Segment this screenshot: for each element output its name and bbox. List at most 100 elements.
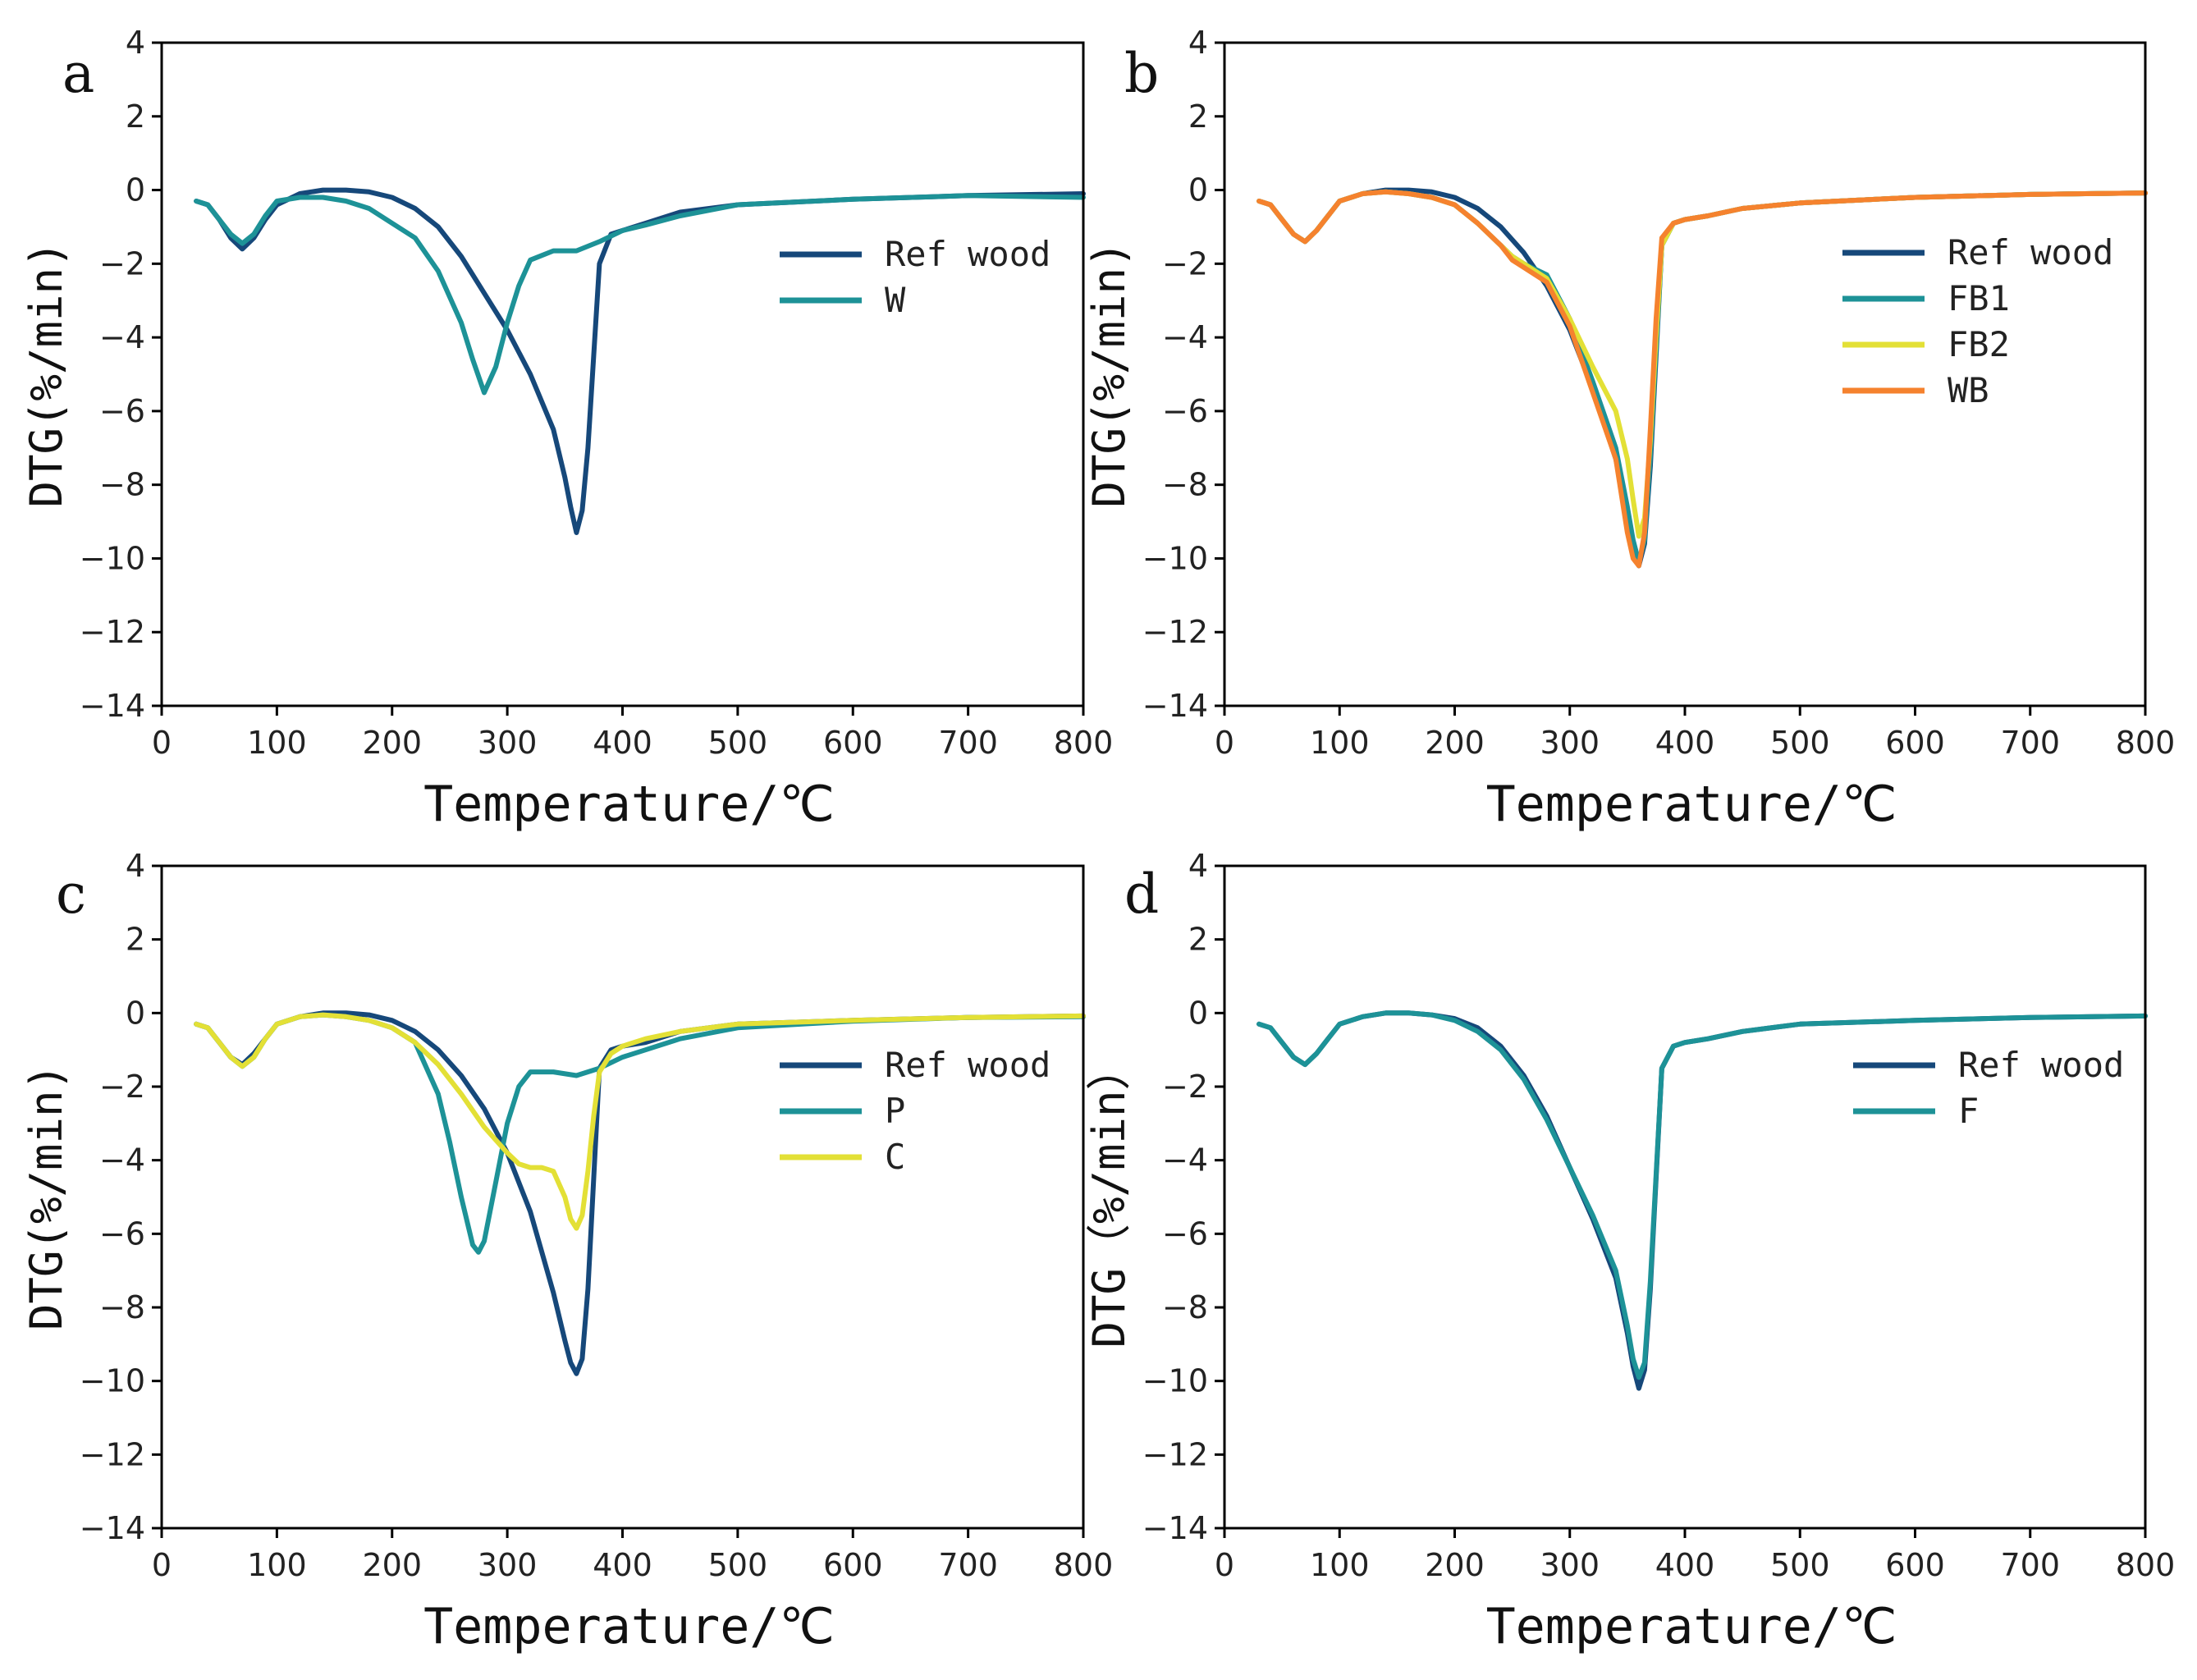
panel-b-plot-frame (1223, 41, 2147, 707)
panel-a: a 0 100 200 300 400 500 600 700 800 −14 −12 −10 −8 −6… (21, 25, 1113, 833)
panel-b-x-tick-label: 400 (1655, 725, 1715, 761)
panel-c-y-tick-label: 4 (126, 848, 145, 884)
panel-d-x-tick-label: 200 (1425, 1547, 1485, 1583)
panel-d-series-f (1256, 1010, 2148, 1380)
panel-b-legend-label: Ref wood (1948, 232, 2113, 272)
panel-b-legend-label: WB (1948, 370, 1989, 410)
panel-c-x-tick-label: 200 (362, 1547, 422, 1583)
panel-b: b 0 100 200 300 400 500 600 700 800 −14 −12 −10 −8 −6… (1083, 25, 2175, 833)
panel-c-y-tick-label: 0 (126, 995, 145, 1031)
panel-c-legend-label: Ref wood (885, 1045, 1050, 1085)
panel-b-plot: 0 100 200 300 400 500 600 700 800 −14 −12 −10 −8 −6 −4… (1083, 25, 2175, 833)
panel-a-letter: a (62, 42, 94, 105)
panel-b-y-tick-label: −8 (1162, 467, 1208, 503)
panel-a-legend-label: W (885, 280, 906, 320)
panel-b-y-tick-label: −12 (1142, 614, 1208, 650)
panel-c-x-tick-label: 300 (478, 1547, 538, 1583)
panel-c-y-tick-label: −2 (99, 1069, 145, 1105)
panel-a-y-tick-label: −14 (80, 688, 145, 724)
panel-b-y-tick-label: 2 (1188, 98, 1208, 135)
panel-a-x-axis-title: Temperature/℃ (423, 776, 835, 833)
panel-c-y-tick-label: 2 (126, 922, 145, 958)
panel-c-y-tick-label: −12 (80, 1436, 145, 1472)
panel-c-plot-frame (160, 864, 1085, 1530)
panel-b-y-axis-title: DTG(%/min) (1083, 240, 1135, 507)
panel-d-y-tick-label: 0 (1188, 995, 1208, 1031)
panel-a-plot-frame (160, 41, 1085, 707)
panel-c-y-tick-label: −6 (99, 1215, 145, 1252)
panel-d: d 0 100 200 300 400 500 600 700 800 −14 −12 −10 −8 −6… (1083, 848, 2175, 1655)
panel-c-x-tick-label: 500 (708, 1547, 768, 1583)
panel-d-x-tick-label: 400 (1655, 1547, 1715, 1583)
panel-d-x-tick-label: 300 (1540, 1547, 1600, 1583)
panel-a-legend: Ref wood W (780, 234, 1050, 320)
panel-a-x-tick-label: 700 (938, 725, 998, 761)
panel-d-y-tick-label: −14 (1142, 1510, 1208, 1546)
panel-d-letter: d (1124, 863, 1159, 926)
panel-d-x-tick-label: 700 (2000, 1547, 2060, 1583)
panel-a-y-tick-label: −4 (99, 319, 145, 355)
panel-a-x-tick-label: 300 (478, 725, 538, 761)
panel-d-x-tick-label: 0 (1215, 1547, 1234, 1583)
panel-a-y-tick-label: 0 (126, 172, 145, 208)
panel-b-x-tick-label: 800 (2116, 725, 2176, 761)
panel-b-y-tick-label: −14 (1142, 688, 1208, 724)
panel-c-y-tick-label: −14 (80, 1510, 145, 1546)
panel-c-x-tick-label: 700 (938, 1547, 998, 1583)
panel-d-y-tick-label: −10 (1142, 1363, 1208, 1399)
panel-c-y-tick-label: −8 (99, 1289, 145, 1325)
panel-a-x-tick-label: 500 (708, 725, 768, 761)
panel-b-legend-label: FB2 (1948, 324, 2010, 364)
panel-c-legend-label: C (885, 1137, 905, 1177)
panel-d-y-tick-label: −2 (1162, 1069, 1208, 1105)
panel-a-plot: 0 100 200 300 400 500 600 700 800 −14 −12 −10 −8 −6 −4… (21, 25, 1113, 833)
panel-c-legend-label: P (885, 1091, 905, 1131)
panel-d-y-tick-label: −4 (1162, 1142, 1208, 1179)
panel-a-x-tick-label: 400 (593, 725, 652, 761)
panel-c-y-tick-label: −4 (99, 1142, 145, 1179)
panel-a-series-w (194, 193, 1086, 396)
panel-a-x-tick-label: 200 (362, 725, 422, 761)
panel-a-y-tick-label: −12 (80, 614, 145, 650)
panel-a-x-tick-label: 0 (152, 725, 172, 761)
panel-b-y-tick-label: −10 (1142, 540, 1208, 576)
panel-b-y-tick-label: −2 (1162, 245, 1208, 282)
panel-d-x-tick-label: 800 (2116, 1547, 2176, 1583)
panel-b-x-axis-title: Temperature/℃ (1486, 776, 1897, 833)
panel-c-x-tick-label: 0 (152, 1547, 172, 1583)
panel-c-y-axis-title: DTG(%/min) (21, 1064, 72, 1330)
panel-a-y-tick-label: −2 (99, 245, 145, 282)
panel-d-legend: Ref wood F (1853, 1045, 2124, 1131)
panel-d-y-tick-label: 4 (1188, 848, 1208, 884)
panel-d-plot: 0 100 200 300 400 500 600 700 800 −14 −12 −10 −8 −6 −4… (1083, 848, 2175, 1655)
panel-d-y-tick-label: −8 (1162, 1289, 1208, 1325)
panel-c-plot: 0 100 200 300 400 500 600 700 800 −14 −12 −10 −8 −6 −4… (21, 848, 1113, 1655)
panel-c-x-axis-title: Temperature/℃ (423, 1598, 835, 1655)
panel-b-y-tick-label: 0 (1188, 172, 1208, 208)
panel-a-x-tick-label: 800 (1054, 725, 1114, 761)
panel-a-x-tick-label: 100 (247, 725, 307, 761)
panel-d-x-axis-title: Temperature/℃ (1486, 1598, 1897, 1655)
panel-d-x-tick-label: 500 (1770, 1547, 1830, 1583)
panel-c-series-c (194, 1012, 1086, 1231)
panel-d-y-tick-label: −12 (1142, 1436, 1208, 1472)
panel-c-x-tick-label: 400 (593, 1547, 652, 1583)
panel-c-y-tick-label: −10 (80, 1363, 145, 1399)
panel-b-x-tick-label: 200 (1425, 725, 1485, 761)
panel-b-legend: Ref wood FB1 FB2 WB (1842, 232, 2113, 410)
panel-c-x-tick-label: 100 (247, 1547, 307, 1583)
panel-d-legend-label: F (1958, 1091, 1979, 1131)
panel-a-y-tick-label: −8 (99, 467, 145, 503)
panel-c-letter: c (56, 863, 86, 926)
panel-d-x-tick-label: 100 (1310, 1547, 1370, 1583)
panel-a-y-axis-title: DTG(%/min) (21, 240, 72, 507)
panel-b-x-tick-label: 500 (1770, 725, 1830, 761)
panel-b-x-tick-label: 100 (1310, 725, 1370, 761)
panel-b-letter: b (1124, 42, 1159, 105)
panel-a-y-tick-label: −10 (80, 540, 145, 576)
panel-a-legend-label: Ref wood (885, 234, 1050, 274)
panel-d-y-tick-label: −6 (1162, 1215, 1208, 1252)
panel-b-x-tick-label: 300 (1540, 725, 1600, 761)
panel-d-plot-frame (1223, 864, 2147, 1530)
panel-c: c 0 100 200 300 400 500 600 700 800 −14 −12 −10 −8 −6… (21, 848, 1113, 1655)
